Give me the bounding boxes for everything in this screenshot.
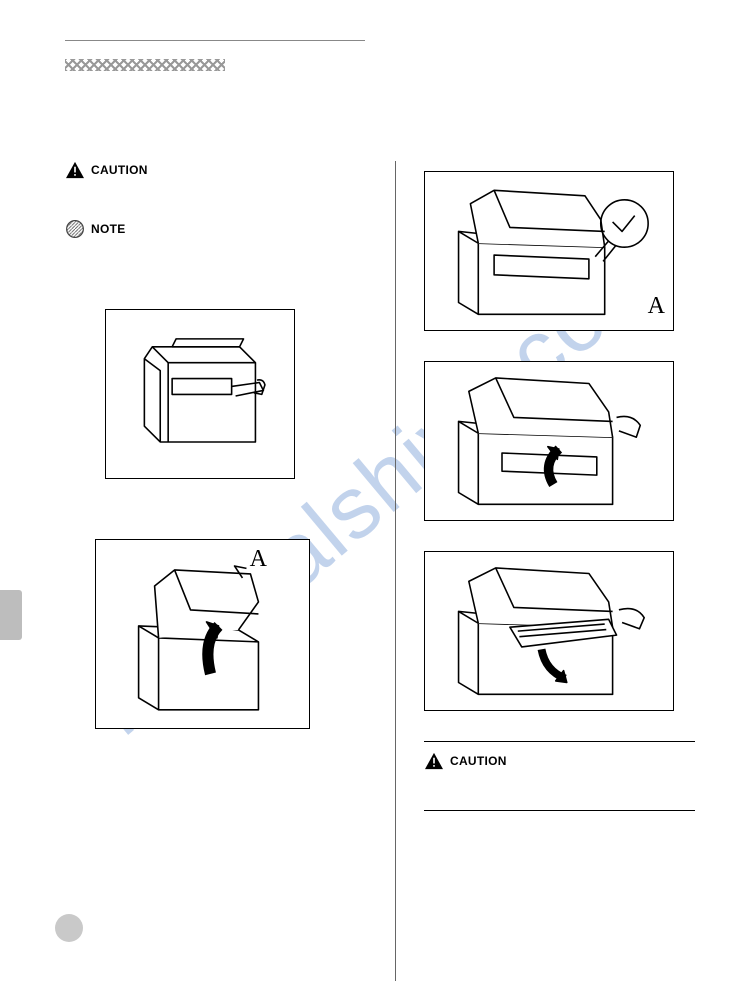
printer-lift-illustration-icon bbox=[444, 374, 655, 508]
note-label: NOTE bbox=[91, 222, 126, 236]
page: manualshive.com CAUTION bbox=[0, 0, 756, 972]
top-rule bbox=[65, 40, 365, 41]
warning-triangle-icon bbox=[65, 161, 85, 179]
section-hatch bbox=[65, 59, 225, 71]
figure-remove-tray bbox=[105, 309, 295, 479]
annotation-a: A bbox=[250, 546, 267, 573]
printer-remove-illustration-icon bbox=[444, 564, 655, 698]
note-callout: NOTE bbox=[65, 219, 365, 239]
caution-callout-bottom: CAUTION bbox=[424, 752, 695, 770]
caution-label-bottom: CAUTION bbox=[450, 754, 507, 768]
annotation-a-r1: A bbox=[648, 293, 665, 320]
figure-inner-cover: A bbox=[424, 171, 674, 331]
figure-remove-cartridge bbox=[424, 551, 674, 711]
printer-open-illustration-icon bbox=[112, 554, 293, 714]
note-icon bbox=[65, 219, 85, 239]
caution-label: CAUTION bbox=[91, 163, 148, 177]
side-tab bbox=[0, 590, 22, 640]
warning-triangle-icon bbox=[424, 752, 444, 770]
printer-illustration-icon bbox=[120, 323, 280, 466]
right-column: A bbox=[395, 161, 695, 981]
caution-callout: CAUTION bbox=[65, 161, 365, 179]
figure-open-cover: A bbox=[95, 539, 310, 729]
printer-inner-illustration-icon bbox=[444, 184, 655, 318]
caution-box: CAUTION bbox=[424, 741, 695, 811]
left-column: CAUTION NOTE bbox=[65, 161, 365, 981]
columns: CAUTION NOTE bbox=[65, 161, 701, 981]
figure-lift-cartridge bbox=[424, 361, 674, 521]
